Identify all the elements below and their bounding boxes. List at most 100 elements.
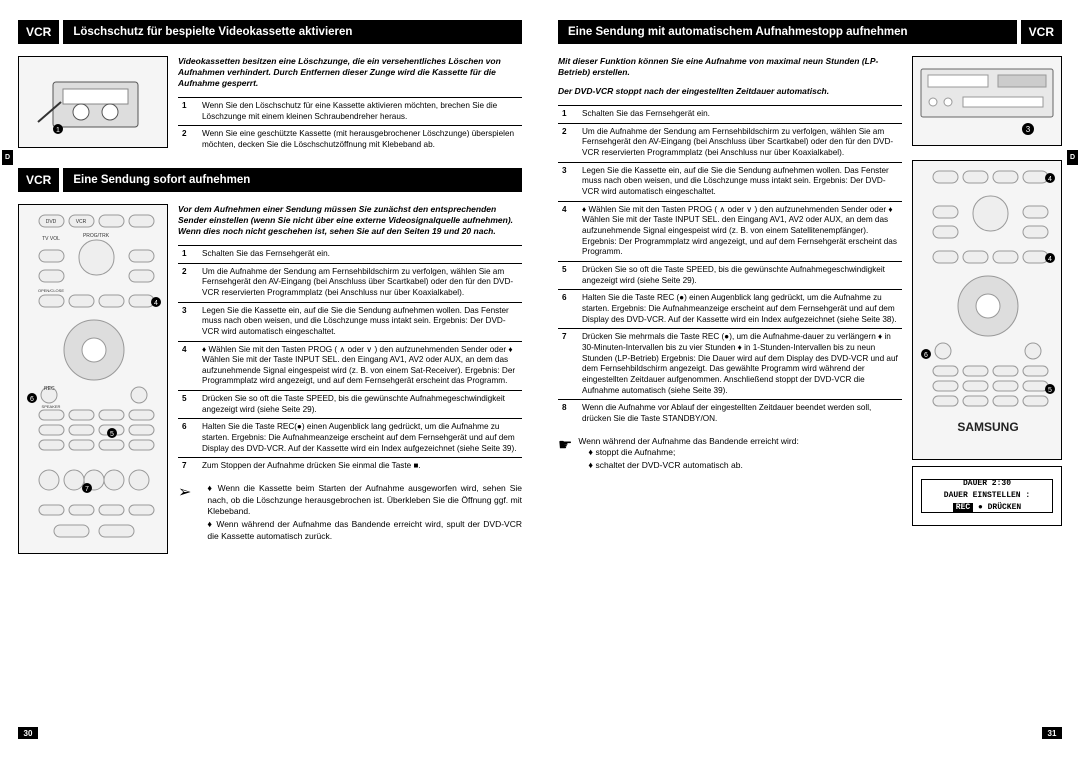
right-title: Eine Sendung mit automatischem Aufnahmes… <box>558 20 1017 44</box>
section1-steps: 1Wenn Sie den Löschschutz für eine Kasse… <box>178 97 522 154</box>
left-page: D VCR Löschschutz für bespielte Videokas… <box>0 0 540 759</box>
section1-header: VCR Löschschutz für bespielte Videokasse… <box>18 20 522 44</box>
note-lead: Wenn während der Aufnahme das Bandende e… <box>578 436 799 447</box>
page-number-left: 30 <box>18 727 38 739</box>
note-arrow-icon: ➢ <box>178 483 191 544</box>
svg-text:1: 1 <box>56 127 60 134</box>
step-num: 2 <box>558 123 578 162</box>
section1-title: Löschschutz für bespielte Videokassette … <box>63 20 522 44</box>
step-num: 2 <box>178 126 198 154</box>
step-num: 4 <box>178 341 198 391</box>
section2-title: Eine Sendung sofort aufnehmen <box>63 168 522 192</box>
svg-text:5: 5 <box>1048 387 1052 394</box>
note-item: Wenn während der Aufnahme das Bandende e… <box>207 519 522 542</box>
right-steps: 1Schalten Sie das Fernsehgerät ein. 2Um … <box>558 105 902 427</box>
svg-text:3: 3 <box>1026 125 1031 134</box>
note-item: schaltet der DVD-VCR automatisch ab. <box>588 460 799 472</box>
note-hand-icon: ☛ <box>558 436 572 474</box>
section1-intro: Videokassetten besitzen eine Löschzunge,… <box>178 56 522 89</box>
svg-text:5: 5 <box>110 431 114 438</box>
note-item: Wenn die Kassette beim Starten der Aufna… <box>207 483 522 517</box>
svg-text:SAMSUNG: SAMSUNG <box>957 420 1018 434</box>
section2-notes: ➢ Wenn die Kassette beim Starten der Auf… <box>178 483 522 544</box>
step-num: 3 <box>558 162 578 201</box>
step-num: 7 <box>178 458 198 475</box>
section2-header: VCR Eine Sendung sofort aufnehmen <box>18 168 522 192</box>
step-text: Halten Sie die Taste REC (●) einen Augen… <box>578 290 902 329</box>
note-body: Wenn während der Aufnahme das Bandende e… <box>578 436 799 474</box>
step-num: 4 <box>558 201 578 261</box>
step-text: Wenn Sie den Löschschutz für eine Kasset… <box>198 98 522 126</box>
page-number-right: 31 <box>1042 727 1062 739</box>
osd-line2: DAUER EINSTELLEN : <box>928 490 1046 502</box>
svg-text:6: 6 <box>30 396 34 403</box>
step-num: 5 <box>178 391 198 419</box>
section2-text: Vor dem Aufnehmen einer Sendung müssen S… <box>178 204 522 554</box>
side-tab-right: D <box>1067 150 1078 165</box>
osd-display: DAUER 2:30 DAUER EINSTELLEN : REC REC ● … <box>912 466 1062 526</box>
step-text: Zum Stoppen der Aufnahme drücken Sie ein… <box>198 458 522 475</box>
svg-text:PROG/TRK: PROG/TRK <box>83 233 110 239</box>
right-illustrations: 3 <box>912 56 1062 526</box>
vcr-tag: VCR <box>18 168 59 192</box>
step-num: 1 <box>558 106 578 124</box>
step-text: Drücken Sie so oft die Taste SPEED, bis … <box>578 262 902 290</box>
step-text: Um die Aufnahme der Sendung am Fernsehbi… <box>578 123 902 162</box>
remote-illustration-right: 4 4 6 5 SAMSUNG <box>912 160 1062 460</box>
step-text: Drücken Sie mehrmals die Taste REC (●), … <box>578 329 902 400</box>
step-text: ♦ Wählen Sie mit den Tasten PROG ( ∧ ode… <box>578 201 902 261</box>
osd-line1: DAUER 2:30 <box>928 478 1046 490</box>
right-notes: ☛ Wenn während der Aufnahme das Bandende… <box>558 436 902 474</box>
svg-text:REC: REC <box>44 386 55 392</box>
note-body: Wenn die Kassette beim Starten der Aufna… <box>197 483 522 544</box>
step-text: ♦ Wählen Sie mit den Tasten PROG ( ∧ ode… <box>198 341 522 391</box>
svg-text:OPEN/CLOSE: OPEN/CLOSE <box>38 288 64 293</box>
section2-intro: Vor dem Aufnehmen einer Sendung müssen S… <box>178 204 522 237</box>
step-num: 3 <box>178 302 198 341</box>
section1-text: Videokassetten besitzen eine Löschzunge,… <box>178 56 522 154</box>
svg-text:6: 6 <box>924 352 928 359</box>
svg-text:4: 4 <box>1048 176 1052 183</box>
step-num: 1 <box>178 98 198 126</box>
svg-text:4: 4 <box>1048 256 1052 263</box>
note-item: stoppt die Aufnahme; <box>588 447 799 459</box>
right-intro2: Der DVD-VCR stoppt nach der eingestellte… <box>558 86 902 97</box>
svg-text:SPEAKER: SPEAKER <box>42 404 61 409</box>
vcr-tag: VCR <box>1021 20 1062 44</box>
step-text: Wenn Sie eine geschützte Kassette (mit h… <box>198 126 522 154</box>
step-text: Um die Aufnahme der Sendung am Fernsehbi… <box>198 263 522 302</box>
side-tab-left: D <box>2 150 13 165</box>
section1-content: 1 Videokassetten besitzen eine Löschzung… <box>18 56 522 154</box>
cassette-illustration: 1 <box>18 56 168 148</box>
right-text: Mit dieser Funktion können Sie eine Aufn… <box>558 56 902 526</box>
section2-content: 6 5 7 4 DVD VCR TV VOL PROG/TRK OPEN/CLO… <box>18 204 522 554</box>
svg-text:DVD: DVD <box>46 219 57 225</box>
step-text: Wenn die Aufnahme vor Ablauf der eingest… <box>578 400 902 428</box>
step-num: 7 <box>558 329 578 400</box>
right-page: D Eine Sendung mit automatischem Aufnahm… <box>540 0 1080 759</box>
step-text: Schalten Sie das Fernsehgerät ein. <box>198 245 522 263</box>
step-text: Drücken Sie so oft die Taste SPEED, bis … <box>198 391 522 419</box>
section2-steps: 1Schalten Sie das Fernsehgerät ein. 2Um … <box>178 245 522 475</box>
step-num: 6 <box>178 419 198 458</box>
section2: VCR Eine Sendung sofort aufnehmen <box>18 168 522 554</box>
remote-illustration-left: 6 5 7 4 DVD VCR TV VOL PROG/TRK OPEN/CLO… <box>18 204 168 554</box>
device-front-illustration: 3 <box>912 56 1062 146</box>
step-num: 2 <box>178 263 198 302</box>
step-num: 5 <box>558 262 578 290</box>
step-num: 8 <box>558 400 578 428</box>
step-text: Schalten Sie das Fernsehgerät ein. <box>578 106 902 124</box>
svg-text:TV VOL: TV VOL <box>42 236 60 242</box>
step-num: 6 <box>558 290 578 329</box>
right-intro1: Mit dieser Funktion können Sie eine Aufn… <box>558 56 902 78</box>
right-header: Eine Sendung mit automatischem Aufnahmes… <box>558 20 1062 44</box>
step-text: Legen Sie die Kassette ein, auf die Sie … <box>198 302 522 341</box>
right-content: Mit dieser Funktion können Sie eine Aufn… <box>558 56 1062 526</box>
step-text: Legen Sie die Kassette ein, auf die Sie … <box>578 162 902 201</box>
svg-text:VCR: VCR <box>76 219 87 225</box>
step-num: 1 <box>178 245 198 263</box>
osd-line3: REC REC ● DRÜCKEN● DRÜCKEN <box>928 502 1046 514</box>
svg-text:4: 4 <box>154 300 158 307</box>
step-text: Halten Sie die Taste REC(●) einen Augenb… <box>198 419 522 458</box>
vcr-tag: VCR <box>18 20 59 44</box>
